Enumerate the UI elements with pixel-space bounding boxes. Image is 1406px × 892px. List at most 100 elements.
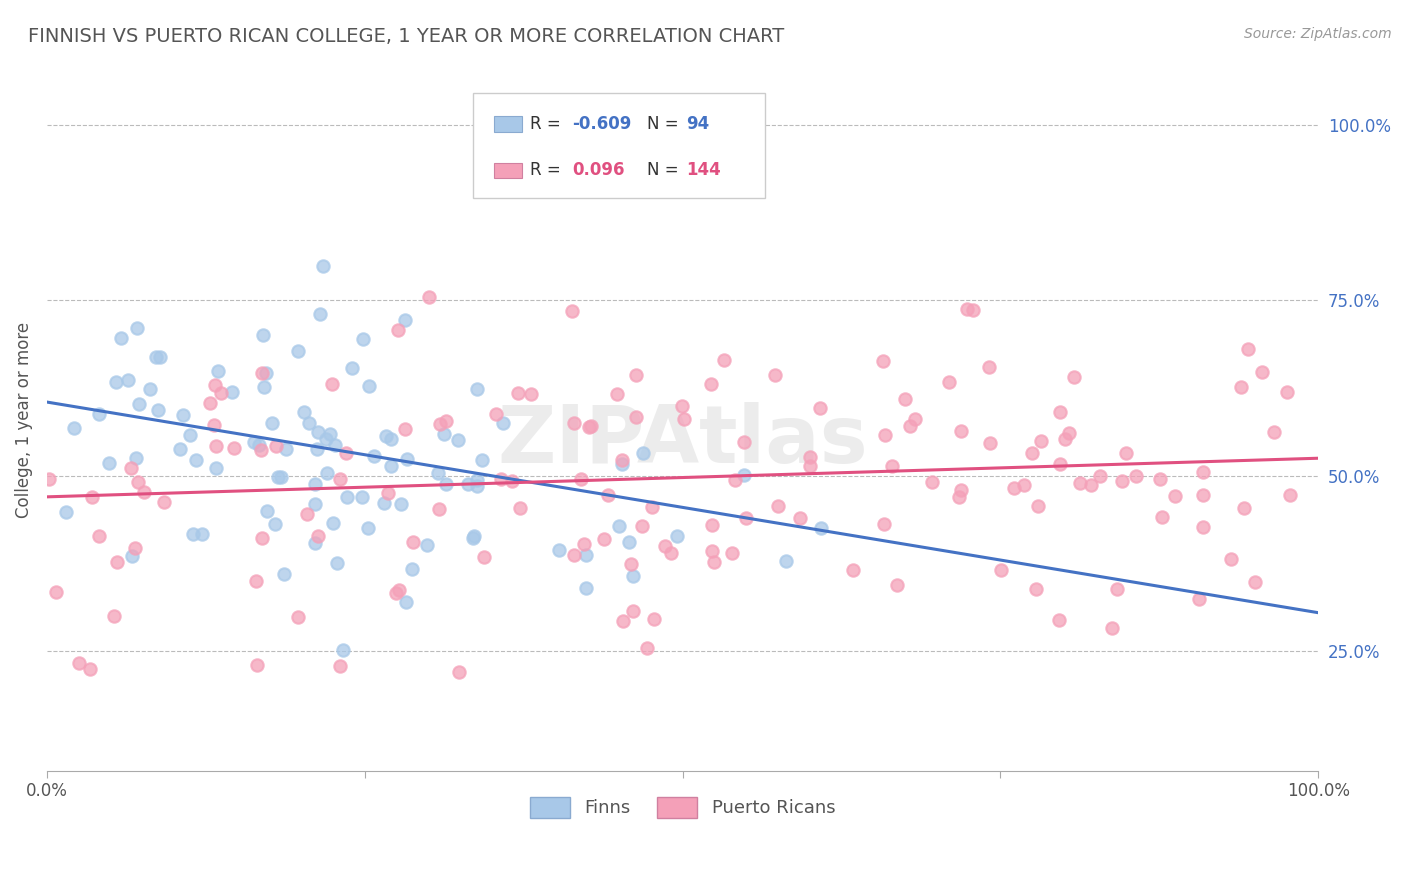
Point bbox=[1111, 474, 1133, 488]
Point bbox=[117, 373, 139, 387]
Point bbox=[713, 352, 735, 367]
Point bbox=[434, 477, 457, 491]
FancyBboxPatch shape bbox=[495, 117, 523, 132]
Point bbox=[1244, 575, 1267, 590]
Point bbox=[624, 409, 647, 424]
Point bbox=[1105, 582, 1128, 597]
Point bbox=[457, 477, 479, 491]
Point bbox=[520, 387, 543, 401]
Point bbox=[125, 321, 148, 335]
Point bbox=[297, 507, 319, 521]
Point bbox=[395, 595, 418, 609]
Point bbox=[87, 407, 110, 421]
Point bbox=[270, 470, 292, 484]
Point bbox=[547, 542, 569, 557]
Point bbox=[389, 497, 412, 511]
Point bbox=[357, 379, 380, 393]
Point bbox=[380, 459, 402, 474]
Point bbox=[810, 521, 832, 535]
Point bbox=[619, 557, 641, 571]
Point bbox=[610, 453, 633, 467]
FancyBboxPatch shape bbox=[495, 162, 523, 178]
Point bbox=[80, 490, 103, 504]
Point bbox=[921, 475, 943, 489]
Point bbox=[733, 467, 755, 482]
Point bbox=[665, 529, 688, 543]
Point bbox=[307, 425, 329, 439]
Point bbox=[873, 428, 896, 442]
Point bbox=[1191, 519, 1213, 533]
Point bbox=[1263, 425, 1285, 439]
Point bbox=[789, 510, 811, 524]
Text: ZIPAtlas: ZIPAtlas bbox=[498, 401, 868, 480]
Point bbox=[1088, 469, 1111, 483]
Point bbox=[610, 457, 633, 471]
Point bbox=[1047, 613, 1070, 627]
Point bbox=[702, 556, 724, 570]
Point bbox=[55, 505, 77, 519]
Point bbox=[103, 608, 125, 623]
Point bbox=[183, 526, 205, 541]
Point bbox=[489, 473, 512, 487]
Point bbox=[593, 532, 616, 546]
Point bbox=[276, 442, 298, 457]
Point bbox=[1057, 425, 1080, 440]
Point bbox=[146, 403, 169, 417]
Point bbox=[105, 375, 128, 389]
Point bbox=[1101, 621, 1123, 635]
Point bbox=[426, 467, 449, 481]
Point bbox=[179, 428, 201, 442]
Point bbox=[501, 475, 523, 489]
Point bbox=[799, 458, 821, 473]
Point bbox=[312, 260, 335, 274]
Point bbox=[252, 531, 274, 545]
Point bbox=[429, 501, 451, 516]
Point bbox=[205, 461, 228, 475]
Point bbox=[245, 574, 267, 589]
Point bbox=[132, 484, 155, 499]
Point bbox=[979, 359, 1001, 374]
Point bbox=[579, 419, 602, 434]
Point bbox=[808, 401, 831, 415]
Point bbox=[872, 354, 894, 368]
Point bbox=[120, 461, 142, 475]
Point bbox=[98, 457, 121, 471]
Point bbox=[262, 416, 284, 430]
Point bbox=[429, 417, 451, 432]
Point bbox=[335, 445, 357, 459]
Point bbox=[763, 368, 786, 382]
Point bbox=[894, 392, 917, 406]
Point bbox=[172, 409, 194, 423]
Point bbox=[1275, 384, 1298, 399]
Point bbox=[574, 548, 596, 562]
Point bbox=[1237, 342, 1260, 356]
Point bbox=[384, 586, 406, 600]
Point bbox=[250, 443, 273, 458]
Point bbox=[606, 387, 628, 401]
Point bbox=[564, 416, 586, 430]
Point bbox=[900, 419, 922, 434]
Point bbox=[962, 302, 984, 317]
Point bbox=[700, 543, 723, 558]
Point bbox=[416, 538, 439, 552]
Point bbox=[266, 439, 288, 453]
Point bbox=[471, 453, 494, 467]
Point bbox=[572, 537, 595, 551]
Point bbox=[1080, 478, 1102, 492]
Point bbox=[63, 421, 86, 435]
Point bbox=[621, 604, 644, 618]
Point bbox=[254, 367, 277, 381]
Point bbox=[654, 540, 676, 554]
Point bbox=[624, 368, 647, 383]
Point bbox=[205, 439, 228, 453]
Point bbox=[472, 550, 495, 565]
Point bbox=[207, 364, 229, 378]
Point bbox=[263, 517, 285, 532]
Point bbox=[38, 472, 60, 486]
Point bbox=[209, 385, 232, 400]
Point bbox=[766, 500, 789, 514]
Point bbox=[659, 546, 682, 560]
Point bbox=[506, 386, 529, 401]
Point bbox=[1150, 509, 1173, 524]
Point bbox=[204, 377, 226, 392]
